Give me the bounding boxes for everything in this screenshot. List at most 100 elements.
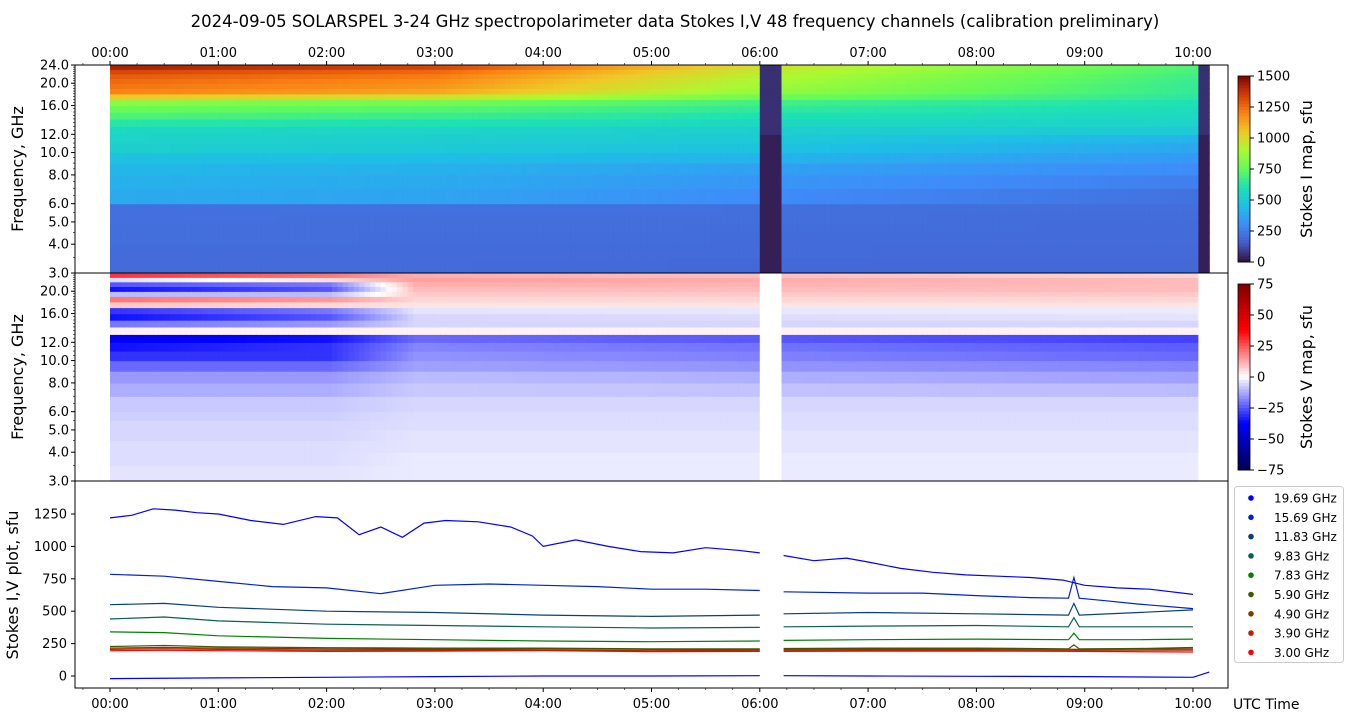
heatmap-cell: [429, 134, 436, 144]
heatmap-cell: [656, 118, 663, 127]
heatmap-cell: [1057, 152, 1064, 164]
heatmap-cell: [786, 69, 793, 75]
heatmap-cell: [965, 143, 972, 154]
heatmap-cell: [797, 232, 804, 245]
heatmap-cell: [413, 69, 420, 75]
heatmap-cell: [1165, 118, 1172, 127]
heatmap-cell: [315, 88, 322, 95]
heatmap-cell: [570, 188, 577, 205]
heatmap-cell: [1128, 212, 1134, 223]
heatmap-cell: [900, 99, 907, 107]
heatmap-cell: [207, 134, 214, 144]
heatmap-cell: [938, 134, 945, 144]
heatmap-cell: [510, 99, 517, 107]
heatmap-cell: [1025, 73, 1032, 79]
heatmap-cell: [857, 105, 864, 113]
heatmap-cell: [548, 99, 555, 107]
heatmap-cell: [732, 78, 739, 84]
heatmap-cell: [1203, 244, 1210, 259]
heatmap-cell: [1030, 99, 1037, 107]
heatmap-cell: [527, 69, 533, 75]
heatmap-cell: [916, 232, 923, 245]
heatmap-cell: [386, 88, 393, 95]
heatmap-cell: [1187, 152, 1194, 164]
heatmap-cell: [586, 88, 593, 95]
heatmap-cell: [359, 83, 366, 89]
heatmap-cell: [207, 105, 214, 113]
heatmap-cell: [131, 429, 138, 441]
heatmap-cell: [786, 244, 793, 259]
heatmap-cell: [586, 152, 593, 164]
heatmap-cell: [987, 99, 994, 107]
heatmap-cell: [267, 99, 273, 107]
heatmap-cell: [765, 188, 772, 205]
heatmap-cell: [110, 112, 116, 120]
heatmap-cell: [353, 257, 360, 274]
heatmap-cell: [499, 143, 506, 154]
heatmap-cell: [943, 69, 950, 75]
heatmap-cell: [1084, 221, 1091, 233]
heatmap-cell: [1133, 105, 1140, 113]
heatmap-cell: [364, 244, 371, 259]
heatmap-cell: [207, 112, 214, 120]
heatmap-cell: [131, 360, 138, 372]
heatmap-cell: [537, 174, 544, 189]
heatmap-cell: [1057, 221, 1064, 233]
heatmap-cell: [743, 105, 750, 113]
heatmap-cell: [397, 257, 403, 274]
heatmap-cell: [413, 152, 420, 164]
heatmap-cell: [651, 143, 658, 154]
heatmap-cell: [1203, 203, 1210, 213]
heatmap-cell: [321, 112, 328, 120]
heatmap-cell: [981, 244, 988, 259]
heatmap-cell: [656, 88, 663, 95]
heatmap-cell: [1128, 244, 1134, 259]
heatmap-cell: [196, 134, 203, 144]
heatmap-cell: [651, 105, 658, 113]
heatmap-cell: [1171, 232, 1178, 245]
heatmap-cell: [1025, 112, 1032, 120]
heatmap-cell: [126, 360, 133, 372]
heatmap-cell: [196, 163, 203, 176]
heatmap-cell: [424, 93, 431, 101]
heatmap-cell: [797, 73, 804, 79]
heatmap-cell: [792, 244, 799, 259]
heatmap-cell: [386, 78, 393, 84]
heatmap-cell: [240, 83, 246, 89]
heatmap-cell: [272, 93, 279, 101]
heatmap-cell: [456, 88, 463, 95]
heatmap-cell: [245, 174, 252, 189]
heatmap-cell: [965, 69, 972, 75]
heatmap-cell: [472, 203, 479, 213]
heatmap-cell: [824, 83, 831, 89]
heatmap-cell: [440, 99, 447, 107]
heatmap-cell: [960, 73, 967, 79]
heatmap-cell: [705, 152, 712, 164]
heatmap-cell: [689, 188, 696, 205]
heatmap-cell: [229, 174, 236, 189]
heatmap-cell: [391, 83, 398, 89]
heatmap-cell: [1019, 143, 1026, 154]
heatmap-cell: [797, 69, 804, 75]
heatmap-cell: [196, 221, 203, 233]
heatmap-cell: [700, 203, 707, 213]
heatmap-cell: [1106, 143, 1113, 154]
heatmap-cell: [505, 203, 512, 213]
heatmap-cell: [126, 351, 133, 362]
heatmap-cell: [451, 188, 458, 205]
heatmap-cell: [288, 73, 295, 79]
heatmap-cell: [424, 118, 431, 127]
heatmap-cell: [158, 221, 165, 233]
heatmap-cell: [261, 163, 268, 176]
heatmap-cell: [467, 78, 474, 84]
heatmap-cell: [1144, 69, 1151, 75]
heatmap-cell: [169, 88, 176, 95]
heatmap-cell: [591, 143, 598, 154]
heatmap-cell: [424, 232, 431, 245]
heatmap-cell: [1144, 143, 1151, 154]
heatmap-cell: [554, 257, 560, 274]
heatmap-cell: [180, 212, 187, 223]
heatmap-cell: [277, 134, 284, 144]
heatmap-cell: [359, 203, 366, 213]
heatmap-cell: [180, 174, 187, 189]
